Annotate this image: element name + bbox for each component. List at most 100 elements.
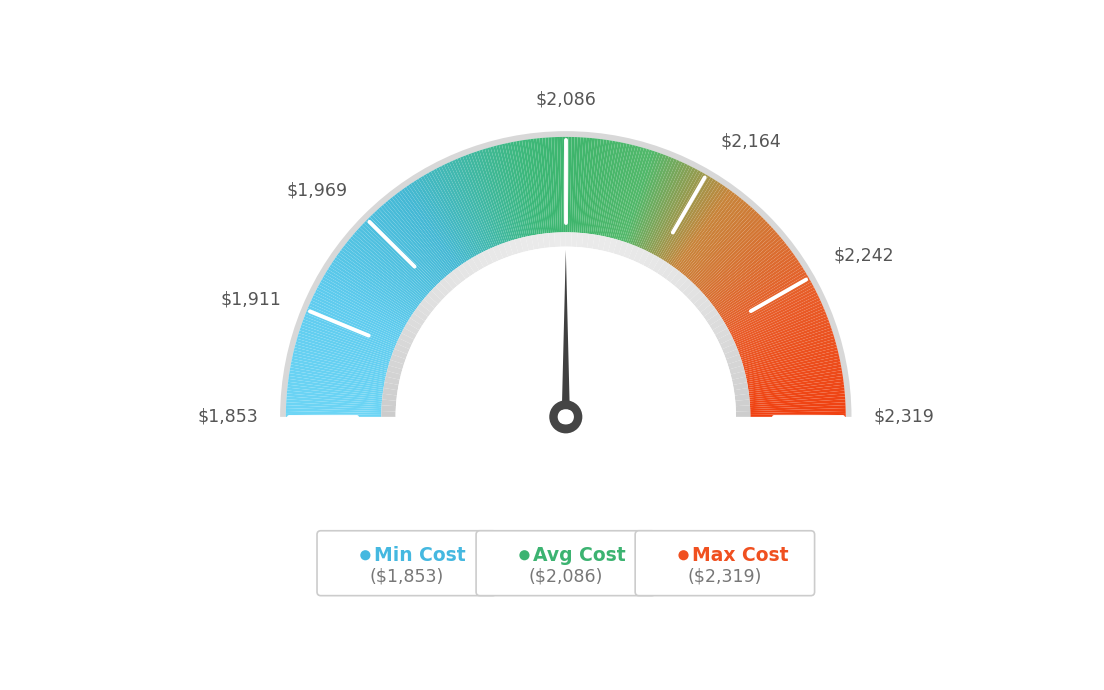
Wedge shape xyxy=(286,405,382,411)
Wedge shape xyxy=(712,245,788,305)
Wedge shape xyxy=(427,290,442,304)
Wedge shape xyxy=(471,152,506,244)
Wedge shape xyxy=(449,161,491,249)
Wedge shape xyxy=(513,141,533,235)
Wedge shape xyxy=(618,241,628,257)
Wedge shape xyxy=(537,138,549,233)
Wedge shape xyxy=(374,210,440,282)
Wedge shape xyxy=(565,233,572,247)
Wedge shape xyxy=(289,373,383,390)
Wedge shape xyxy=(698,221,768,289)
Wedge shape xyxy=(628,153,664,244)
Wedge shape xyxy=(732,295,819,338)
Text: Avg Cost: Avg Cost xyxy=(533,546,626,564)
Wedge shape xyxy=(646,165,690,252)
Wedge shape xyxy=(286,408,381,413)
Wedge shape xyxy=(347,241,423,302)
Wedge shape xyxy=(296,339,389,367)
Wedge shape xyxy=(710,318,724,331)
Wedge shape xyxy=(576,233,583,248)
Wedge shape xyxy=(401,188,459,268)
Text: $2,086: $2,086 xyxy=(535,91,596,109)
Wedge shape xyxy=(540,138,551,233)
Wedge shape xyxy=(442,165,486,252)
Wedge shape xyxy=(649,168,696,253)
Wedge shape xyxy=(526,235,534,250)
Text: ($1,853): ($1,853) xyxy=(370,568,444,586)
Wedge shape xyxy=(736,311,826,349)
Wedge shape xyxy=(474,152,507,243)
Wedge shape xyxy=(746,359,840,380)
Wedge shape xyxy=(404,323,420,335)
Wedge shape xyxy=(309,303,397,344)
Wedge shape xyxy=(503,241,513,257)
Wedge shape xyxy=(617,148,647,240)
Wedge shape xyxy=(723,269,805,322)
Wedge shape xyxy=(551,137,559,233)
Wedge shape xyxy=(435,282,449,297)
Wedge shape xyxy=(467,258,479,273)
Wedge shape xyxy=(399,190,457,268)
Wedge shape xyxy=(638,250,649,265)
Wedge shape xyxy=(436,168,482,253)
Wedge shape xyxy=(744,347,838,373)
Wedge shape xyxy=(391,355,405,364)
Wedge shape xyxy=(296,342,389,369)
Wedge shape xyxy=(301,322,392,356)
Wedge shape xyxy=(585,139,598,233)
Wedge shape xyxy=(699,223,769,290)
Wedge shape xyxy=(640,161,682,249)
Wedge shape xyxy=(341,248,418,307)
Wedge shape xyxy=(426,173,475,257)
Wedge shape xyxy=(614,239,623,255)
Wedge shape xyxy=(543,233,550,248)
Wedge shape xyxy=(666,268,679,282)
Wedge shape xyxy=(344,243,422,304)
Wedge shape xyxy=(319,282,404,330)
Wedge shape xyxy=(286,402,382,409)
Wedge shape xyxy=(682,282,697,297)
Wedge shape xyxy=(643,162,684,250)
Wedge shape xyxy=(661,264,675,279)
Wedge shape xyxy=(314,293,401,337)
Wedge shape xyxy=(300,325,392,358)
Wedge shape xyxy=(428,172,477,256)
Wedge shape xyxy=(413,308,428,321)
Wedge shape xyxy=(406,186,463,266)
Wedge shape xyxy=(293,353,386,377)
Wedge shape xyxy=(444,275,457,289)
Wedge shape xyxy=(439,279,454,293)
Wedge shape xyxy=(399,333,414,344)
Wedge shape xyxy=(413,181,467,262)
Wedge shape xyxy=(563,137,565,233)
Wedge shape xyxy=(492,245,503,261)
Text: ($2,319): ($2,319) xyxy=(688,568,762,586)
Wedge shape xyxy=(700,225,772,292)
Wedge shape xyxy=(411,182,465,263)
Circle shape xyxy=(550,400,582,433)
Wedge shape xyxy=(657,173,705,257)
Wedge shape xyxy=(290,364,384,384)
FancyBboxPatch shape xyxy=(317,531,497,595)
Wedge shape xyxy=(560,233,565,247)
Wedge shape xyxy=(672,188,731,268)
Wedge shape xyxy=(508,142,529,237)
Wedge shape xyxy=(750,388,845,400)
Wedge shape xyxy=(396,338,412,349)
Wedge shape xyxy=(713,248,790,307)
Wedge shape xyxy=(718,333,733,344)
Wedge shape xyxy=(639,160,680,248)
Wedge shape xyxy=(554,137,560,233)
Wedge shape xyxy=(591,139,607,235)
Wedge shape xyxy=(608,238,617,253)
Wedge shape xyxy=(570,137,574,233)
Wedge shape xyxy=(381,411,395,417)
Wedge shape xyxy=(286,414,381,417)
Wedge shape xyxy=(392,349,407,359)
Wedge shape xyxy=(750,391,845,402)
Wedge shape xyxy=(531,139,544,234)
Wedge shape xyxy=(731,371,746,380)
Wedge shape xyxy=(724,349,740,359)
Wedge shape xyxy=(742,333,834,364)
Wedge shape xyxy=(670,271,683,286)
